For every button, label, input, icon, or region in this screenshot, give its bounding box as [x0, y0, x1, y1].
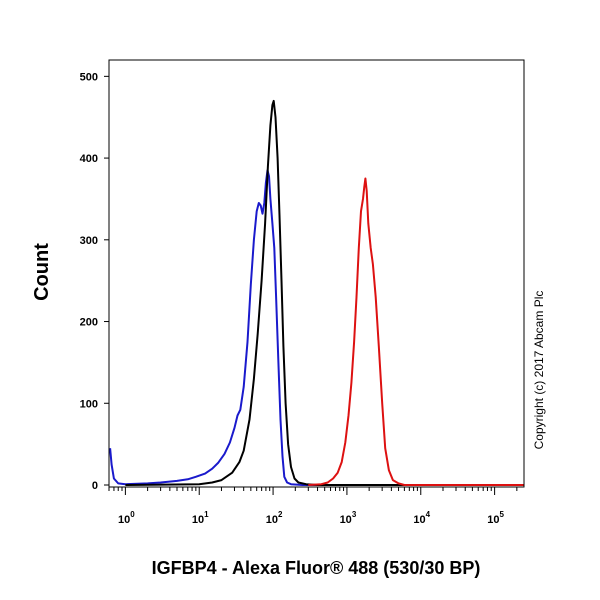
x-tick-label: 104 — [413, 510, 430, 526]
x-axis: 100 101 102 103 104 105 — [108, 487, 518, 526]
x-tick-label: 100 — [118, 510, 135, 526]
y-tick-label: 500 — [80, 71, 98, 83]
red-histogram-curve — [308, 177, 524, 486]
copyright-annotation: Copyright (c) 2017 Abcam Plc — [532, 291, 546, 450]
y-tick-label: 0 — [92, 480, 98, 492]
histogram-curves — [109, 99, 524, 486]
black-histogram-curve — [125, 99, 524, 486]
y-axis: 0 100 200 300 400 500 — [80, 71, 109, 492]
y-axis-title: Count — [31, 243, 53, 301]
y-tick-label: 300 — [80, 235, 98, 247]
x-tick-label: 102 — [266, 510, 283, 526]
x-tick-label: 103 — [340, 510, 357, 526]
plot-frame — [108, 59, 525, 488]
x-tick-label: 101 — [192, 510, 209, 526]
y-tick-label: 100 — [80, 398, 98, 410]
x-axis-title: IGFBP4 - Alexa Fluor® 488 (530/30 BP) — [152, 558, 481, 578]
blue-histogram-curve — [109, 169, 524, 486]
y-tick-label: 200 — [80, 317, 98, 329]
y-tick-label: 400 — [80, 153, 98, 165]
x-tick-label: 105 — [487, 510, 504, 526]
